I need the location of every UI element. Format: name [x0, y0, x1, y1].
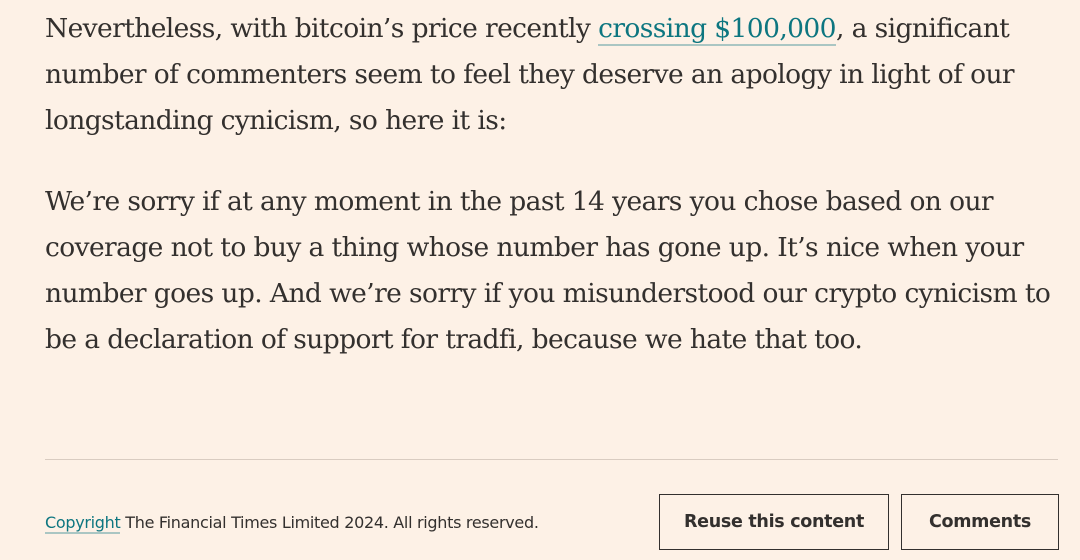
paragraph-text: Nevertheless, with bitcoin’s price recen…	[45, 13, 599, 44]
comments-button[interactable]: Comments	[901, 494, 1059, 550]
article-paragraph: We’re sorry if at any moment in the past…	[45, 186, 1051, 355]
reuse-content-button[interactable]: Reuse this content	[659, 494, 889, 550]
copyright-notice: Copyright The Financial Times Limited 20…	[45, 513, 539, 534]
paragraph-text: , a significant number of commenters see…	[45, 13, 1015, 136]
crossing-100000-link[interactable]: crossing $100,000	[598, 13, 837, 46]
article-body: Nevertheless, with bitcoin’s price recen…	[45, 6, 1055, 398]
copyright-link[interactable]: Copyright	[45, 513, 121, 534]
copyright-text: The Financial Times Limited 2024. All ri…	[120, 513, 539, 532]
footer-divider	[45, 459, 1058, 460]
article-paragraph: Nevertheless, with bitcoin’s price recen…	[45, 6, 1055, 144]
